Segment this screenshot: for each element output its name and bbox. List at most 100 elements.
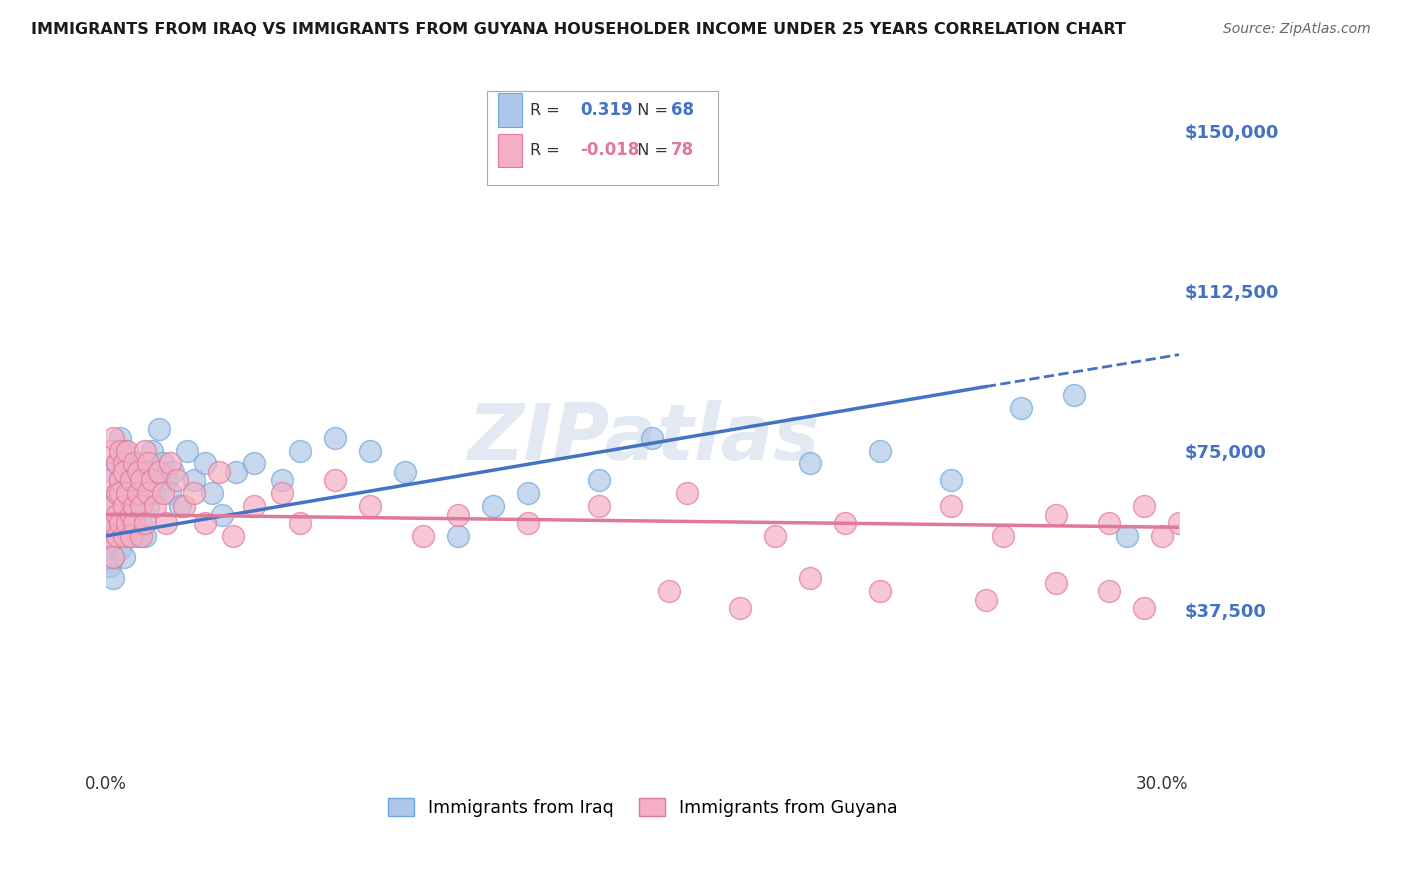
Point [974, 592, 997, 607]
Point [117, 474, 139, 488]
Point [98, 529, 121, 543]
Point [103, 516, 125, 530]
Text: R =: R = [530, 143, 565, 158]
Point [1098, 516, 1121, 530]
Text: R =: R = [530, 103, 565, 118]
Point [869, 584, 891, 599]
Point [869, 443, 891, 458]
Point [103, 516, 125, 530]
Point [482, 499, 505, 513]
Point [112, 465, 135, 479]
Point [517, 516, 540, 530]
Point [194, 516, 217, 530]
Point [148, 422, 170, 436]
Point [993, 529, 1015, 543]
Point [1185, 499, 1208, 513]
Point [120, 486, 142, 500]
Point [208, 465, 231, 479]
Point [148, 465, 170, 479]
Point [105, 456, 128, 470]
Point [141, 474, 163, 488]
Point [138, 499, 160, 513]
Point [98, 443, 121, 458]
Point [103, 465, 125, 479]
Point [110, 516, 132, 530]
Point [127, 529, 149, 543]
Point [675, 486, 697, 500]
Point [138, 456, 160, 470]
Point [1115, 529, 1137, 543]
Point [127, 465, 149, 479]
Point [162, 465, 184, 479]
Point [110, 443, 132, 458]
Point [117, 516, 139, 530]
Point [105, 529, 128, 543]
Point [134, 516, 156, 530]
Point [110, 474, 132, 488]
Point [658, 584, 681, 599]
Point [155, 516, 177, 530]
Point [145, 486, 167, 500]
Point [412, 529, 434, 543]
Point [834, 516, 856, 530]
Point [124, 499, 146, 513]
Point [1045, 575, 1067, 590]
Point [127, 486, 149, 500]
Point [110, 486, 132, 500]
Point [112, 529, 135, 543]
Point [120, 508, 142, 522]
Point [243, 499, 266, 513]
Point [124, 499, 146, 513]
Point [117, 486, 139, 500]
Point [1150, 529, 1173, 543]
Point [271, 474, 294, 488]
Point [323, 431, 346, 445]
Point [1133, 499, 1156, 513]
Point [176, 443, 198, 458]
Point [517, 486, 540, 500]
Point [105, 508, 128, 522]
Point [112, 529, 135, 543]
Point [145, 499, 167, 513]
Point [359, 499, 381, 513]
Point [117, 516, 139, 530]
Point [134, 474, 156, 488]
Point [222, 529, 245, 543]
Point [131, 474, 153, 488]
Point [939, 499, 962, 513]
Point [134, 443, 156, 458]
Point [1220, 431, 1243, 445]
Point [124, 465, 146, 479]
Point [194, 456, 217, 470]
Point [141, 443, 163, 458]
Point [173, 499, 195, 513]
Point [124, 456, 146, 470]
Point [138, 486, 160, 500]
Point [939, 474, 962, 488]
Point [131, 499, 153, 513]
Point [131, 529, 153, 543]
Point [103, 499, 125, 513]
Point [394, 465, 416, 479]
Point [105, 508, 128, 522]
Point [105, 529, 128, 543]
Point [728, 601, 751, 615]
Point [159, 456, 181, 470]
Point [288, 443, 311, 458]
Text: N =: N = [627, 103, 673, 118]
Point [110, 516, 132, 530]
Point [103, 550, 125, 565]
Point [155, 474, 177, 488]
Point [131, 516, 153, 530]
Point [183, 486, 205, 500]
Point [103, 572, 125, 586]
Point [243, 456, 266, 470]
Point [359, 443, 381, 458]
Point [138, 465, 160, 479]
Point [117, 456, 139, 470]
Point [120, 508, 142, 522]
Point [112, 443, 135, 458]
Point [201, 486, 224, 500]
Point [131, 499, 153, 513]
Point [799, 572, 821, 586]
